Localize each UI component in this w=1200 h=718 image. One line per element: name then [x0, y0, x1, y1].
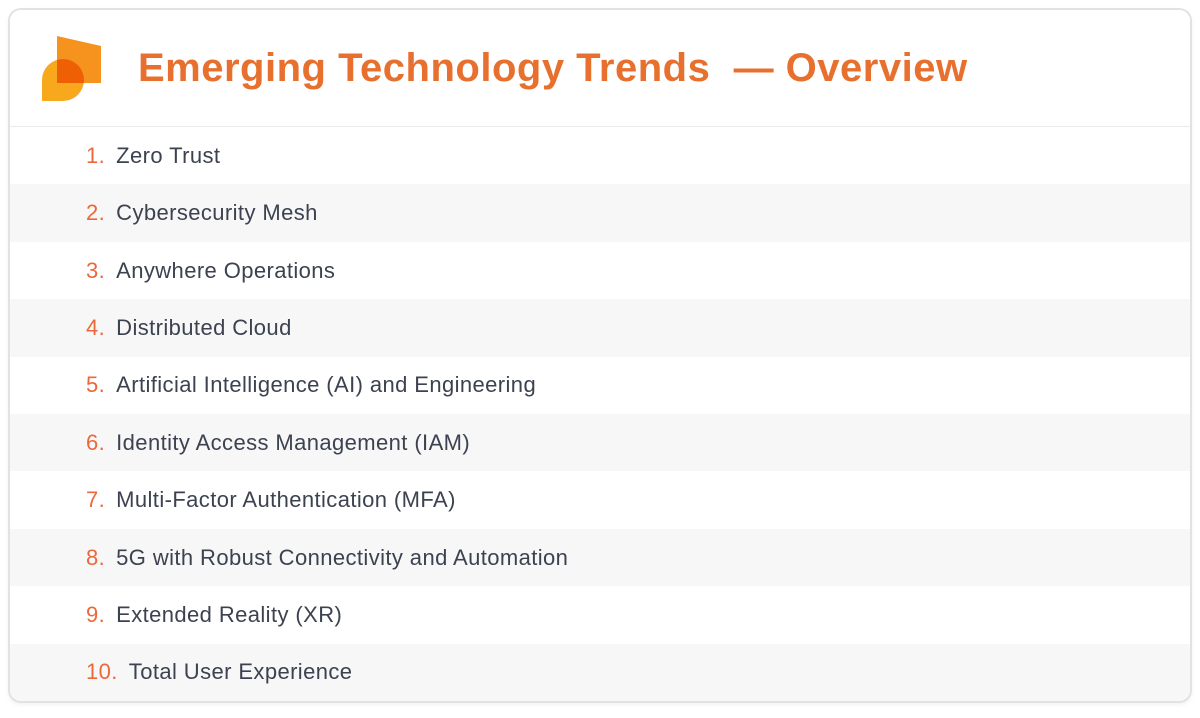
item-label: 5G with Robust Connectivity and Automati… [116, 544, 569, 570]
item-label: Total User Experience [128, 659, 353, 685]
list-item: 10. Total User Experience [10, 643, 1190, 701]
item-number: 3. [86, 257, 106, 283]
list-item: 2. Cybersecurity Mesh [10, 184, 1190, 242]
item-label: Anywhere Operations [116, 257, 336, 283]
item-number: 1. [86, 142, 106, 168]
item-label: Extended Reality (XR) [116, 601, 343, 627]
item-number: 9. [86, 601, 106, 627]
brand-logo-icon [42, 36, 101, 101]
list-item: 4. Distributed Cloud [10, 299, 1190, 357]
item-number: 2. [86, 200, 106, 226]
list-item: 7. Multi-Factor Authentication (MFA) [10, 471, 1190, 529]
item-number: 5. [86, 372, 106, 398]
trends-card: Emerging Technology Trends — Overview 1.… [8, 8, 1192, 703]
page-title: Emerging Technology Trends — Overview [138, 45, 968, 90]
item-label: Distributed Cloud [116, 314, 292, 340]
card-header: Emerging Technology Trends — Overview [10, 10, 1190, 127]
logo-drop-shape [42, 59, 84, 101]
item-number: 10. [86, 659, 118, 685]
list-item: 1. Zero Trust [10, 127, 1190, 185]
list-item: 9. Extended Reality (XR) [10, 586, 1190, 644]
item-number: 8. [86, 544, 106, 570]
list-item: 3. Anywhere Operations [10, 241, 1190, 300]
item-label: Cybersecurity Mesh [116, 200, 318, 226]
list-item: 5. Artificial Intelligence (AI) and Engin… [10, 356, 1190, 415]
item-label: Multi-Factor Authentication (MFA) [116, 487, 456, 513]
item-label: Artificial Intelligence (AI) and Enginee… [116, 372, 537, 398]
list-item: 8. 5G with Robust Connectivity and Automa… [10, 528, 1190, 587]
item-label: Zero Trust [116, 142, 221, 168]
list-item: 6. Identity Access Management (IAM) [10, 414, 1190, 472]
item-number: 6. [86, 429, 106, 455]
trend-list: 1. Zero Trust 2. Cybersecurity Mesh 3. Anywhe… [10, 127, 1190, 701]
item-number: 7. [86, 487, 106, 513]
item-label: Identity Access Management (IAM) [116, 429, 471, 455]
item-number: 4. [86, 314, 106, 340]
